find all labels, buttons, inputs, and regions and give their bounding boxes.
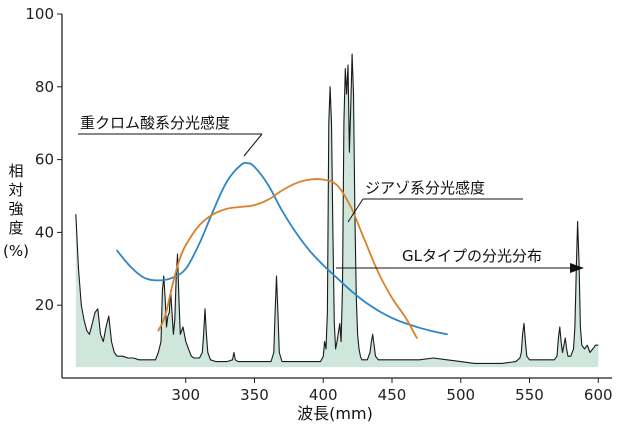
- annotation-diazo: ジアゾ系分光感度: [347, 179, 523, 223]
- annotation-diazo-label: ジアゾ系分光感度: [365, 179, 485, 197]
- x-tick-label-450: 450: [378, 386, 407, 404]
- sensitivity-curves: [116, 161, 448, 339]
- x-tick-label-300: 300: [171, 386, 200, 404]
- x-tick-label-600: 600: [584, 386, 613, 404]
- axes: [61, 14, 612, 379]
- annotation-dichromate-label: 重クロム酸系分光感度: [80, 114, 230, 132]
- x-axis-label: 波長(mm): [297, 404, 373, 423]
- y-tick-label-100: 100: [25, 5, 54, 23]
- x-tick-label-350: 350: [240, 386, 269, 404]
- annotation-dichromate: 重クロム酸系分光感度: [78, 114, 263, 157]
- annotation-gl-type-arrowhead: [570, 263, 584, 273]
- annotation-gl-type-label: GLタイプの分光分布: [402, 247, 542, 265]
- annotation-gl-type: GLタイプの分光分布: [336, 247, 584, 273]
- x-tick-label-500: 500: [446, 386, 475, 404]
- gl-type-distribution-fill: [75, 54, 599, 368]
- y-axis-label-unit: (%): [3, 242, 29, 260]
- y-axis-label-char-3: 強: [8, 200, 23, 218]
- gl-type-distribution-line: [75, 53, 599, 364]
- y-axis-label-char-2: 対: [8, 181, 23, 199]
- y-axis-label-char-4: 度: [8, 219, 23, 237]
- y-axis-label-char-1: 相: [8, 162, 23, 180]
- y-tick-label-20: 20: [35, 296, 54, 314]
- x-tick-label-400: 400: [309, 386, 338, 404]
- annotation-diazo-leader: [347, 198, 364, 223]
- annotation-dichromate-leader: [243, 133, 263, 157]
- y-axis-label: 相 対 強 度 (%): [3, 162, 29, 260]
- x-tick-label-550: 550: [515, 386, 544, 404]
- series-1-line: [116, 161, 448, 336]
- spectral-distribution-area: [75, 53, 599, 368]
- y-tick-label-40: 40: [35, 223, 54, 241]
- y-tick-label-80: 80: [35, 78, 54, 96]
- tick-labels: 300 350 400 450 500 550 600 20 40 60 80 100: [25, 5, 612, 404]
- series-2-line: [157, 178, 418, 339]
- y-tick-label-60: 60: [35, 151, 54, 169]
